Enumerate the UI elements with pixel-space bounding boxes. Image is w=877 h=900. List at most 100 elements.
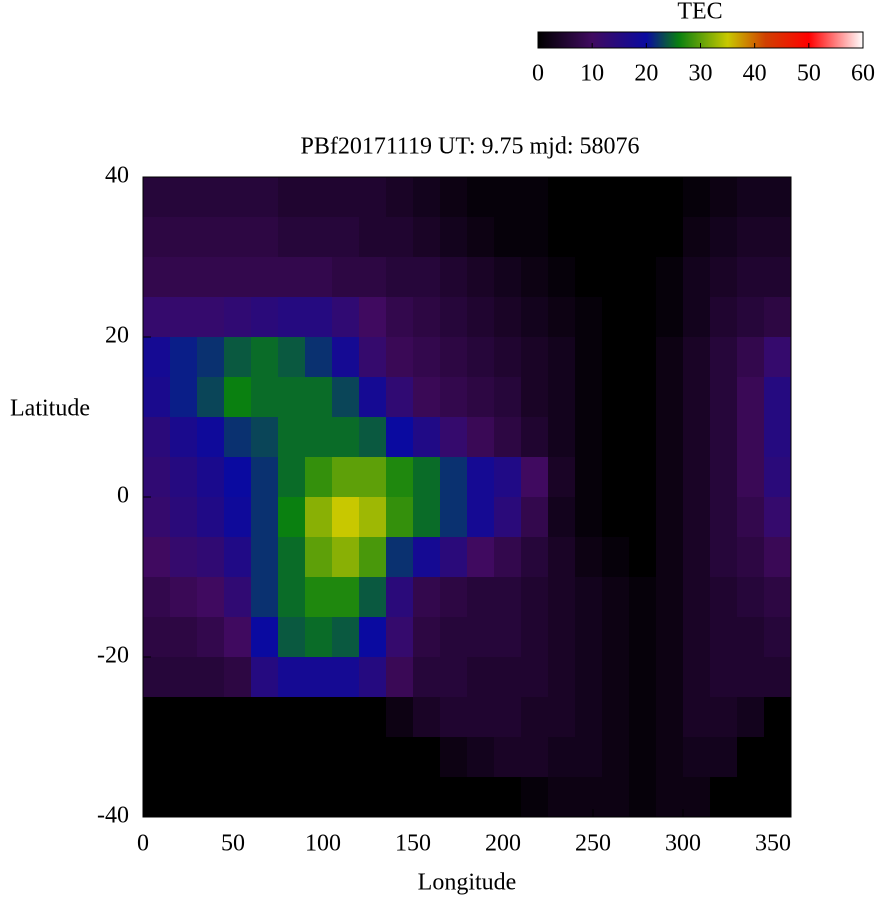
heatmap-cell (521, 777, 549, 818)
heatmap-cell (656, 257, 684, 298)
heatmap-cell (467, 737, 495, 778)
heatmap-cell (764, 457, 792, 498)
y-tick-label: 20 (105, 323, 129, 349)
heatmap-cell (548, 537, 576, 578)
heatmap-cell (521, 617, 549, 658)
heatmap-cell (764, 577, 792, 618)
heatmap-cell (170, 217, 198, 258)
heatmap-cell (224, 377, 252, 418)
heatmap-cell (386, 777, 414, 818)
heatmap-cell (440, 577, 468, 618)
heatmap-cell (170, 497, 198, 538)
heatmap-cell (575, 737, 603, 778)
heatmap-cell (467, 537, 495, 578)
heatmap-cell (575, 777, 603, 818)
heatmap-cell (386, 537, 414, 578)
heatmap-cell (305, 497, 333, 538)
heatmap-cell (332, 457, 360, 498)
heatmap-cell (467, 577, 495, 618)
heatmap-cell (413, 737, 441, 778)
heatmap-cell (656, 777, 684, 818)
heatmap-cell (143, 657, 171, 698)
heatmap-cell (359, 257, 387, 298)
heatmap-cell (737, 177, 765, 218)
heatmap-cell (386, 417, 414, 458)
chart-title: PBf20171119 UT: 9.75 mjd: 58076 (300, 134, 639, 160)
heatmap-cell (467, 777, 495, 818)
x-tick-label: 350 (755, 831, 791, 857)
heatmap-cell (170, 697, 198, 738)
heatmap-cell (224, 537, 252, 578)
heatmap-cell (548, 497, 576, 538)
heatmap-cell (683, 657, 711, 698)
heatmap-cell (440, 177, 468, 218)
heatmap-cell (359, 697, 387, 738)
y-tick-label: -40 (97, 803, 129, 829)
heatmap-cell (521, 737, 549, 778)
heatmap-cell (683, 337, 711, 378)
heatmap-cell (683, 577, 711, 618)
heatmap-cell (278, 417, 306, 458)
heatmap-cell (440, 617, 468, 658)
heatmap-cell (575, 577, 603, 618)
heatmap-cell (737, 257, 765, 298)
heatmap-cell (494, 417, 522, 458)
heatmap-cell (656, 177, 684, 218)
axes (142, 176, 792, 818)
heatmap-cell (521, 657, 549, 698)
heatmap-cell (440, 497, 468, 538)
heatmap-cell (629, 657, 657, 698)
colorbar-tick-label: 30 (689, 61, 713, 87)
heatmap-cell (170, 737, 198, 778)
heatmap-cell (170, 337, 198, 378)
heatmap-cell (602, 737, 630, 778)
heatmap-cell (710, 217, 738, 258)
heatmap-cell (359, 617, 387, 658)
heatmap-cell (332, 777, 360, 818)
heatmap-cell (251, 537, 279, 578)
heatmap-cell (737, 297, 765, 338)
heatmap-cell (575, 617, 603, 658)
heatmap-cell (278, 537, 306, 578)
heatmap-cell (575, 337, 603, 378)
x-tick-label: 200 (485, 831, 521, 857)
heatmap-cell (224, 577, 252, 618)
heatmap-cell (602, 377, 630, 418)
heatmap-cell (710, 617, 738, 658)
heatmap-cell (575, 417, 603, 458)
heatmap-cell (548, 177, 576, 218)
heatmap-cell (494, 617, 522, 658)
x-tick-label: 150 (395, 831, 431, 857)
heatmap-cell (494, 497, 522, 538)
heatmap-cell (683, 777, 711, 818)
heatmap-cell (197, 697, 225, 738)
heatmap-cell (359, 777, 387, 818)
heatmap-cell (224, 697, 252, 738)
heatmap-cell (494, 737, 522, 778)
heatmap-cell (251, 257, 279, 298)
heatmap-cell (278, 777, 306, 818)
heatmap-cell (629, 217, 657, 258)
heatmap-cell (602, 657, 630, 698)
heatmap-cell (278, 337, 306, 378)
heatmap-cell (440, 457, 468, 498)
heatmap-cell (629, 297, 657, 338)
heatmap-cell (467, 417, 495, 458)
heatmap-cell (575, 177, 603, 218)
heatmap-cell (332, 537, 360, 578)
heatmap-cell (629, 777, 657, 818)
heatmap-cell (170, 297, 198, 338)
heatmap-cell (521, 577, 549, 618)
heatmap-cell (467, 217, 495, 258)
heatmap-cell (359, 217, 387, 258)
heatmap-cell (413, 697, 441, 738)
heatmap-cell (386, 377, 414, 418)
heatmap-cell (710, 297, 738, 338)
heatmap-cell (413, 337, 441, 378)
heatmap-cell (683, 417, 711, 458)
heatmap-cell (629, 737, 657, 778)
heatmap-cell (251, 697, 279, 738)
heatmap-cell (656, 737, 684, 778)
heatmap-cell (602, 457, 630, 498)
